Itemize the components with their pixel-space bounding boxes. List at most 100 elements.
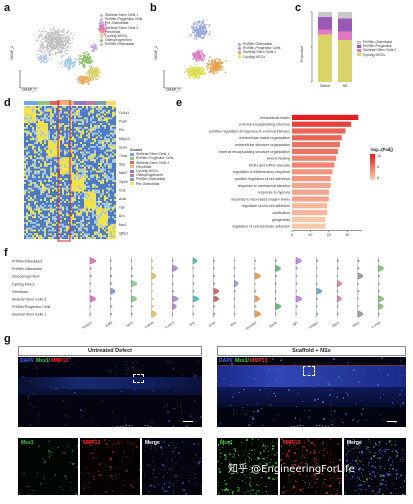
- heatmap-cell: [58, 216, 61, 219]
- heatmap-cell: [102, 147, 105, 150]
- heatmap-cell: [60, 212, 63, 215]
- heatmap-cell: [82, 157, 85, 160]
- heatmap-cell: [46, 113, 49, 116]
- umap-a-point: [59, 49, 62, 51]
- heatmap-cell: [72, 237, 75, 240]
- heatmap-cell: [86, 157, 89, 160]
- heatmap-cell: [38, 233, 41, 236]
- heatmap-cell: [94, 235, 97, 238]
- heatmap-cell: [54, 168, 57, 171]
- umap-a-point: [84, 61, 87, 63]
- heatmap-cell: [104, 126, 107, 129]
- umap-b-point: [211, 63, 214, 66]
- heatmap-cell: [24, 195, 27, 198]
- heatmap-cell: [110, 157, 113, 160]
- heatmap-cell: [80, 109, 83, 112]
- heatmap-cell: [90, 115, 93, 118]
- heatmap-cell: [40, 204, 43, 207]
- heatmap-cell: [60, 214, 63, 217]
- legend-swatch: [238, 46, 241, 50]
- heatmap-cell: [62, 237, 65, 240]
- heatmap-cell: [26, 113, 29, 116]
- heatmap-cell: [42, 214, 45, 217]
- heatmap-cell: [62, 225, 65, 228]
- heatmap-cell: [68, 163, 71, 165]
- heatmap-cell: [24, 223, 27, 226]
- heatmap-cell: [96, 189, 99, 192]
- heatmap-cell: [102, 218, 105, 221]
- heatmap-cell: [106, 174, 109, 177]
- heatmap-cell: [100, 163, 103, 165]
- heatmap-cell: [28, 155, 31, 158]
- heatmap-cell: [90, 113, 93, 116]
- umap-a-point: [50, 37, 52, 40]
- heatmap-cell: [62, 159, 65, 162]
- umap-a-point: [40, 56, 43, 58]
- heatmap-cell: [110, 130, 113, 133]
- heatmap-cell: [58, 233, 61, 236]
- heatmap-cell: [106, 221, 109, 224]
- heatmap-cell: [24, 168, 27, 171]
- heatmap-cell: [82, 204, 85, 207]
- heatmap-cell: [92, 231, 95, 234]
- heatmap-cell: [42, 220, 45, 222]
- heatmap-cell: [28, 183, 31, 186]
- heatmap-cell: [34, 227, 37, 230]
- umap-a-point: [83, 76, 85, 78]
- heatmap-cell: [90, 142, 93, 145]
- heatmap-cell: [44, 170, 47, 173]
- heatmap-cell: [26, 176, 29, 179]
- umap-b-point: [209, 56, 211, 58]
- heatmap-cell: [24, 159, 27, 162]
- heatmap-cell: [94, 210, 97, 213]
- heatmap-cell: [110, 153, 113, 156]
- umap-a-point: [42, 55, 45, 57]
- heatmap-cell: [86, 221, 89, 224]
- heatmap-cell: [100, 113, 103, 116]
- umap-b-xlabel: UMAP_1: [166, 88, 181, 92]
- heatmap-cell: [34, 172, 37, 175]
- heatmap-cell: [26, 208, 29, 211]
- heatmap-cell: [56, 233, 59, 236]
- umap-b-point: [201, 58, 204, 60]
- heatmap-cell: [56, 147, 59, 150]
- heatmap-cell: [106, 125, 109, 127]
- heatmap-cell: [88, 134, 91, 137]
- heatmap-cell: [40, 180, 43, 183]
- heatmap-cell: [112, 113, 115, 116]
- heatmap-cell: [64, 223, 67, 226]
- heatmap-cell: [56, 142, 59, 145]
- heatmap-cell: [52, 216, 55, 219]
- heatmap-cell: [46, 111, 49, 114]
- heatmap-cell: [74, 166, 77, 169]
- heatmap-cell: [114, 157, 117, 160]
- heatmap-cell: [82, 125, 85, 127]
- umap-a-point: [40, 57, 42, 59]
- umap-a-point: [59, 38, 61, 40]
- heatmap-cell: [84, 113, 87, 116]
- heatmap-cell: [64, 106, 67, 108]
- heatmap-cell: [110, 223, 113, 226]
- heatmap-cell: [84, 142, 87, 145]
- heatmap-cell: [106, 126, 109, 129]
- heatmap-cell: [64, 145, 67, 148]
- heatmap-cell: [48, 149, 51, 152]
- heatmap-cell: [56, 153, 59, 156]
- heatmap-cell: [86, 180, 89, 183]
- heatmap-cell: [84, 183, 87, 186]
- heatmap-cell: [68, 229, 71, 232]
- heatmap-cell: [104, 201, 107, 203]
- heatmap-cell: [96, 182, 99, 184]
- heatmap-cell: [98, 164, 101, 167]
- heatmap-cell: [38, 107, 41, 110]
- heatmap-cell: [86, 214, 89, 217]
- heatmap-cell: [102, 225, 105, 228]
- heatmap-cell: [74, 155, 77, 158]
- heatmap-cell: [86, 210, 89, 213]
- heatmap-cell: [108, 206, 111, 209]
- heatmap-cell: [84, 176, 87, 179]
- heatmap-cell: [42, 128, 45, 131]
- heatmap-cell: [42, 210, 45, 213]
- heatmap-cell: [72, 149, 75, 152]
- heatmap-cell: [102, 151, 105, 154]
